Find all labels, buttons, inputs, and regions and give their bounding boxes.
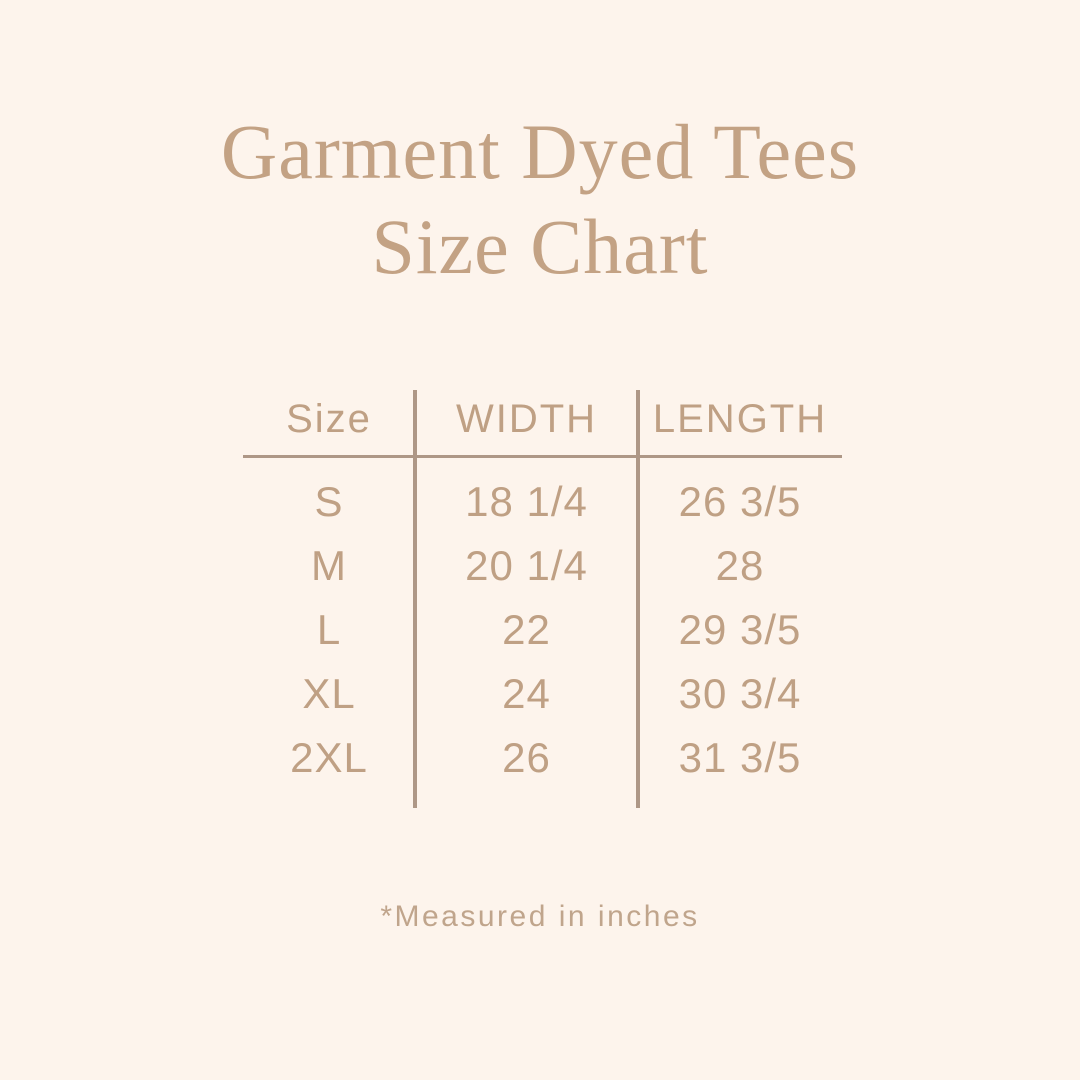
column-header-length: LENGTH xyxy=(652,396,828,441)
table-body: S 18 1/4 26 3/5 M 20 1/4 28 L 22 29 3/5 … xyxy=(243,458,842,790)
cell-size: 2XL xyxy=(290,734,368,781)
table-header-row: Size WIDTH LENGTH xyxy=(243,383,842,455)
cell-length: 31 3/5 xyxy=(678,734,802,781)
cell-width: 20 1/4 xyxy=(465,542,588,589)
cell-size: XL xyxy=(302,670,356,717)
size-table: Size WIDTH LENGTH S 18 1/4 26 3/5 M 20 1… xyxy=(243,383,842,808)
page-title-line2: Size Chart xyxy=(371,203,709,290)
table-row: L 22 29 3/5 xyxy=(243,598,842,662)
cell-size: L xyxy=(316,606,342,653)
cell-length: 30 3/4 xyxy=(678,670,802,717)
table-row: S 18 1/4 26 3/5 xyxy=(243,470,842,534)
cell-length: 26 3/5 xyxy=(678,478,802,525)
cell-size: M xyxy=(311,542,347,589)
table-row: XL 24 30 3/4 xyxy=(243,662,842,726)
cell-width: 22 xyxy=(502,606,551,653)
column-divider-size-width xyxy=(413,390,417,808)
column-header-width: WIDTH xyxy=(455,396,598,441)
cell-width: 18 1/4 xyxy=(465,478,588,525)
cell-size: S xyxy=(314,478,344,525)
header-underline xyxy=(243,455,842,458)
page-title: Garment Dyed Tees Size Chart xyxy=(0,104,1080,294)
cell-length: 28 xyxy=(715,542,765,589)
table-row: 2XL 26 31 3/5 xyxy=(243,726,842,790)
column-divider-width-length xyxy=(636,390,640,808)
cell-width: 26 xyxy=(502,734,551,781)
cell-length: 29 3/5 xyxy=(678,606,802,653)
measurement-note: *Measured in inches xyxy=(380,900,700,933)
column-header-size: Size xyxy=(286,396,372,441)
table-row: M 20 1/4 28 xyxy=(243,534,842,598)
cell-width: 24 xyxy=(502,670,551,717)
page-title-line1: Garment Dyed Tees xyxy=(220,108,860,195)
